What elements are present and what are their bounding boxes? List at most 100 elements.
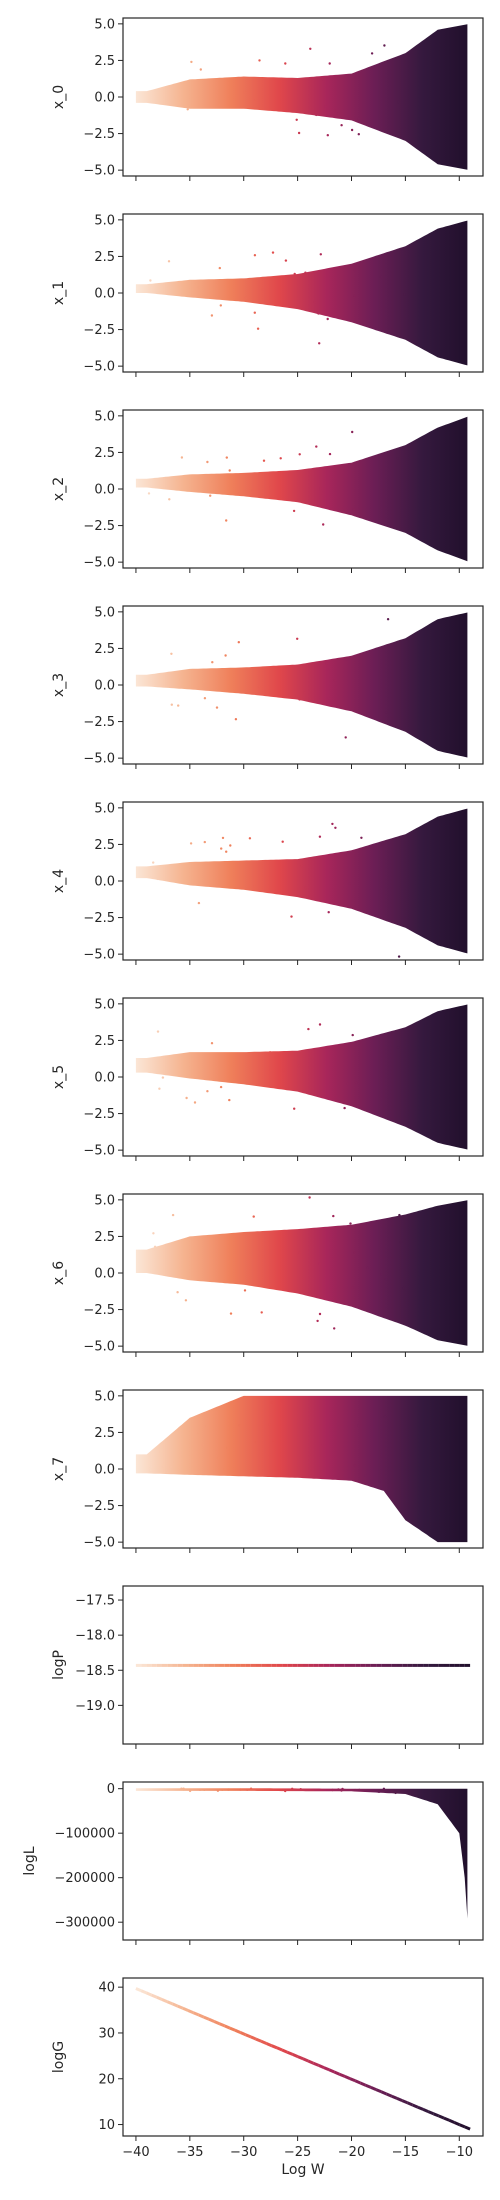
data-point bbox=[383, 44, 386, 47]
data-point bbox=[304, 886, 307, 890]
data-point bbox=[353, 1464, 357, 1467]
density-region-x5 bbox=[135, 1004, 468, 1150]
y-tick-label: 5.0 bbox=[94, 997, 115, 1012]
series-line-logG bbox=[380, 2090, 388, 2096]
x-tick-label: −25 bbox=[284, 2145, 311, 2160]
data-point bbox=[268, 1423, 271, 1426]
data-point bbox=[396, 457, 399, 460]
data-point bbox=[227, 1788, 230, 1791]
y-tick-label: 2.5 bbox=[94, 1426, 115, 1441]
y-tick-label: 40 bbox=[98, 1981, 115, 1996]
data-point bbox=[316, 1319, 319, 1323]
data-point bbox=[171, 1213, 175, 1217]
y-tick-label: 0.0 bbox=[94, 1267, 115, 1282]
series-line-logG bbox=[145, 1991, 153, 1997]
series-line-logG bbox=[182, 2006, 189, 2012]
data-point bbox=[307, 1027, 310, 1031]
series-line-logG bbox=[370, 2086, 377, 2091]
data-point bbox=[399, 1240, 403, 1244]
data-point bbox=[150, 284, 154, 287]
y-tick-label: 2.5 bbox=[94, 838, 115, 853]
data-point bbox=[284, 259, 288, 262]
x-tick-label: −40 bbox=[122, 2145, 149, 2160]
data-point bbox=[180, 1787, 183, 1790]
x-tick-label: −35 bbox=[176, 2145, 203, 2160]
data-point bbox=[344, 658, 348, 661]
data-point bbox=[238, 1424, 241, 1427]
data-point bbox=[265, 691, 268, 694]
data-point bbox=[327, 697, 330, 700]
plot-area-x0 bbox=[135, 24, 468, 170]
data-point bbox=[206, 460, 209, 464]
y-axis-label: x_5 bbox=[51, 1065, 67, 1089]
data-point bbox=[298, 698, 301, 701]
data-point bbox=[176, 1291, 179, 1294]
data-point bbox=[357, 133, 360, 136]
data-point bbox=[319, 487, 322, 490]
data-point bbox=[328, 452, 332, 456]
data-point bbox=[158, 1087, 161, 1090]
data-point bbox=[205, 1424, 208, 1427]
data-point bbox=[366, 1266, 369, 1270]
series-line-logG bbox=[187, 2009, 194, 2015]
data-point bbox=[279, 457, 282, 460]
data-point bbox=[194, 282, 198, 286]
data-point bbox=[211, 480, 214, 483]
y-tick-label: −5.0 bbox=[83, 948, 115, 963]
data-point bbox=[303, 691, 306, 694]
data-point bbox=[148, 1469, 152, 1472]
plot-area-x4 bbox=[135, 808, 468, 958]
data-point bbox=[217, 1456, 220, 1459]
data-point bbox=[185, 1096, 188, 1100]
y-tick-label: 2.5 bbox=[94, 250, 115, 265]
data-point bbox=[318, 1312, 322, 1316]
data-point bbox=[153, 1245, 157, 1249]
y-axis-label: x_3 bbox=[51, 673, 67, 697]
data-point bbox=[206, 1090, 209, 1093]
data-point bbox=[228, 1098, 231, 1102]
data-point bbox=[156, 1030, 160, 1033]
y-tick-label: −19.0 bbox=[75, 1699, 115, 1714]
data-point bbox=[179, 678, 182, 682]
data-point bbox=[354, 1081, 358, 1084]
x-tick-label: −15 bbox=[392, 2145, 419, 2160]
data-point bbox=[386, 618, 390, 621]
data-point bbox=[293, 1107, 296, 1110]
data-point bbox=[220, 847, 223, 850]
data-point bbox=[326, 668, 329, 671]
data-point bbox=[243, 1289, 247, 1292]
data-point bbox=[170, 652, 173, 655]
data-point bbox=[393, 1790, 396, 1793]
data-point bbox=[326, 1046, 330, 1049]
data-point bbox=[334, 109, 338, 112]
data-point bbox=[223, 1468, 226, 1471]
data-point bbox=[258, 59, 261, 62]
data-point bbox=[225, 519, 228, 522]
density-region-logL bbox=[135, 1788, 468, 1919]
data-point bbox=[298, 453, 301, 456]
panel-x6: 5.0 2.5 0.0 −2.5 −5.0 x_6 bbox=[51, 1193, 484, 1357]
plot-area-x3 bbox=[135, 612, 468, 758]
data-point bbox=[332, 1214, 335, 1218]
data-point bbox=[380, 1273, 383, 1276]
y-axis-label: x_1 bbox=[51, 281, 67, 305]
data-point bbox=[215, 706, 219, 709]
x-tick-label: −30 bbox=[230, 2145, 257, 2160]
data-point bbox=[225, 456, 228, 459]
density-region-x4 bbox=[135, 808, 468, 954]
data-point bbox=[253, 254, 257, 257]
y-tick-label: −5.0 bbox=[83, 360, 115, 375]
data-point bbox=[381, 843, 384, 846]
data-point bbox=[300, 864, 303, 868]
series-line-logG bbox=[412, 2103, 419, 2109]
data-point bbox=[331, 1788, 334, 1792]
data-point bbox=[326, 134, 329, 137]
data-point bbox=[246, 1788, 249, 1792]
series-line-logG bbox=[427, 2110, 435, 2116]
y-tick-label: −2.5 bbox=[83, 1499, 115, 1514]
y-tick-label: 30 bbox=[98, 2026, 115, 2041]
series-line-logG bbox=[265, 2042, 273, 2048]
data-point bbox=[333, 679, 337, 682]
data-point bbox=[384, 711, 388, 714]
data-point bbox=[304, 271, 307, 274]
